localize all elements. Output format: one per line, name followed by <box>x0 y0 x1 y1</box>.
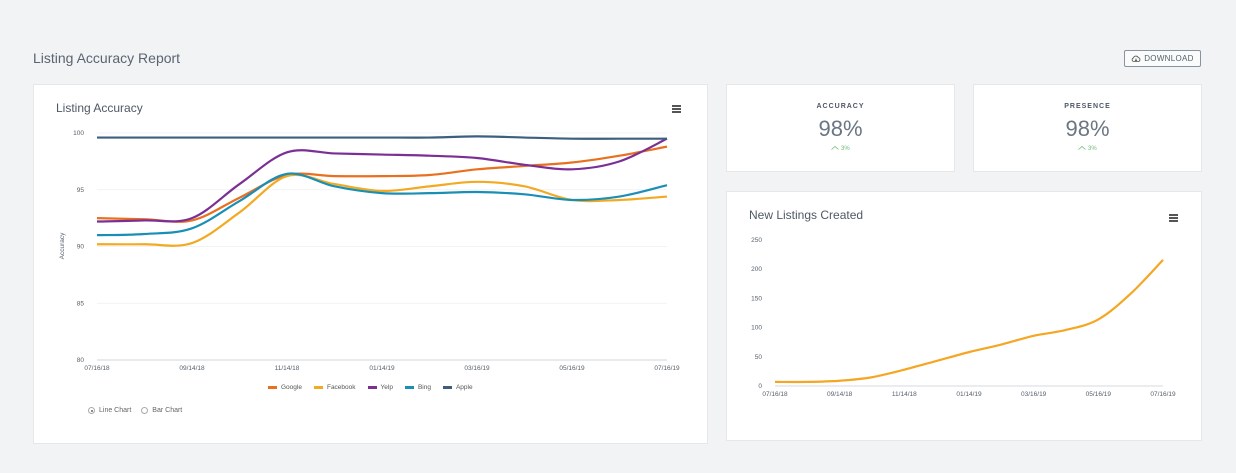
line-chart-radio-dot <box>88 407 95 414</box>
line-chart-radio-label: Line Chart <box>99 407 132 414</box>
listings-chart-menu-icon[interactable] <box>1169 214 1178 222</box>
legend-item-yelp[interactable]: Yelp <box>367 384 393 391</box>
legend-item-bing[interactable]: Bing <box>404 384 431 391</box>
download-label: DOWNLOAD <box>1144 54 1194 63</box>
legend-item-google[interactable]: Google <box>268 384 302 391</box>
presence-stat-change: 3% <box>974 145 1201 152</box>
page-title: Listing Accuracy Report <box>33 50 181 66</box>
legend-label: Bing <box>417 384 431 391</box>
accuracy-chart-legend: Google Facebook Yelp Bing Apple <box>268 384 473 391</box>
trend-up-icon <box>831 145 840 150</box>
legend-swatch <box>404 386 414 389</box>
accuracy-stat-card: ACCURACY 98% 3% <box>726 84 955 172</box>
legend-item-facebook[interactable]: Facebook <box>313 384 356 391</box>
accuracy-chart-title: Listing Accuracy <box>56 101 143 115</box>
legend-item-apple[interactable]: Apple <box>442 384 473 391</box>
cloud-download-icon <box>1131 55 1141 62</box>
download-button[interactable]: DOWNLOAD <box>1124 50 1201 67</box>
bar-chart-radio-label: Bar Chart <box>152 407 183 414</box>
legend-label: Apple <box>455 384 473 391</box>
accuracy-chart-menu-icon[interactable] <box>672 105 681 113</box>
presence-stat-label: PRESENCE <box>1064 103 1111 110</box>
legend-swatch <box>442 386 452 389</box>
legend-label: Yelp <box>380 384 393 391</box>
bar-chart-radio[interactable]: Bar Chart <box>141 407 182 414</box>
legend-label: Google <box>281 384 302 391</box>
listings-chart-title: New Listings Created <box>749 208 864 222</box>
legend-label: Facebook <box>326 384 356 391</box>
trend-up-icon <box>1078 145 1087 150</box>
line-chart-radio[interactable]: Line Chart <box>88 407 131 414</box>
accuracy-stat-change: 3% <box>727 145 954 152</box>
presence-change-value: 3% <box>1088 146 1097 152</box>
presence-stat-card: PRESENCE 98% 3% <box>973 84 1202 172</box>
accuracy-stat-label: ACCURACY <box>816 103 865 110</box>
chart-type-selector: Line Chart Bar Chart <box>88 407 182 414</box>
accuracy-stat-value: 98% <box>818 116 863 141</box>
legend-swatch <box>367 386 377 389</box>
presence-stat-value: 98% <box>1065 116 1110 141</box>
bar-chart-radio-dot <box>141 407 149 414</box>
accuracy-change-value: 3% <box>841 146 850 152</box>
new-listings-card: New Listings Created <box>726 191 1202 441</box>
legend-swatch <box>268 386 277 389</box>
legend-swatch <box>313 386 323 389</box>
